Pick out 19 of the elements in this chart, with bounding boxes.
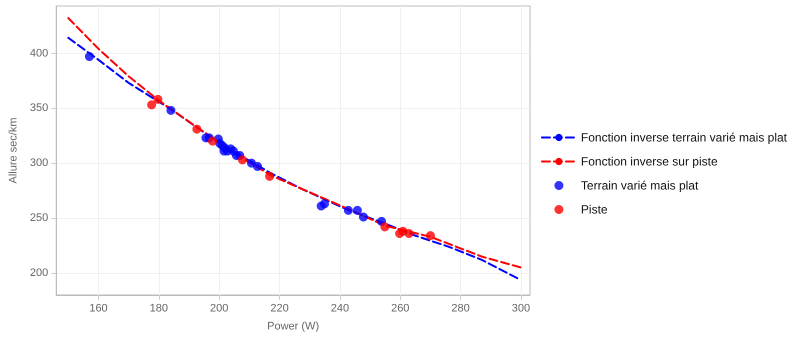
x-tick-label: 160	[89, 302, 108, 314]
y-tick-label: 200	[30, 267, 48, 280]
legend-label: Piste	[580, 202, 608, 216]
x-tick-label: 240	[330, 302, 350, 314]
legend-label: Fonction inverse sur piste	[580, 154, 718, 168]
legend-label: Fonction inverse terrain varié mais plat	[580, 130, 788, 144]
y-tick-label: 400	[30, 47, 48, 60]
y-tick-label: 350	[30, 102, 48, 114]
x-tick-label: 280	[451, 302, 470, 314]
legend-label: Terrain varié mais plat	[580, 178, 699, 192]
x-tick-label: 300	[512, 302, 530, 314]
y-axis-title: Allure sec/km	[8, 117, 20, 184]
x-tick-label: 220	[270, 302, 289, 314]
x-tick-label: 260	[391, 302, 410, 314]
y-tick-label: 250	[30, 212, 48, 224]
y-tick-label: 300	[30, 157, 48, 170]
x-tick-label: 180	[150, 302, 168, 314]
x-axis-title: Power (W)	[267, 320, 320, 332]
x-tick-label: 200	[210, 302, 228, 314]
